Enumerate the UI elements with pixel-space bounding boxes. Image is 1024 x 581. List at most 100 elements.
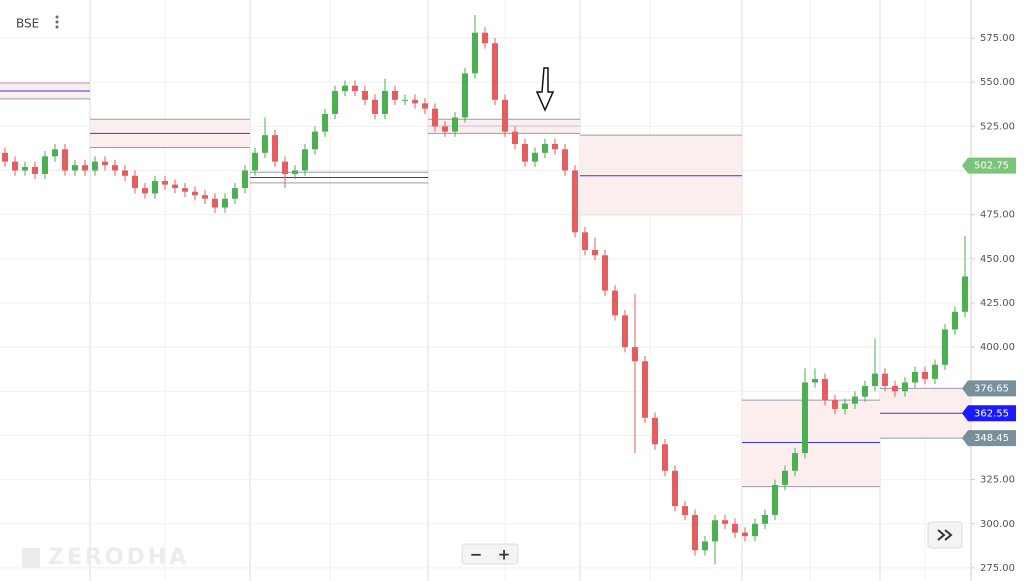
candle-body bbox=[552, 143, 558, 150]
price-tag bbox=[962, 430, 1016, 447]
price-tag-label: 376.65 bbox=[974, 383, 1009, 394]
menu-dots[interactable] bbox=[55, 15, 59, 29]
candle-body bbox=[512, 131, 518, 144]
price-tag-label: 362.55 bbox=[974, 408, 1009, 419]
candle-body bbox=[752, 523, 758, 537]
candle-body bbox=[922, 371, 928, 379]
candle-body bbox=[812, 378, 818, 383]
candle-body bbox=[622, 315, 628, 348]
candle-body bbox=[152, 181, 158, 194]
candle-body bbox=[862, 385, 868, 397]
candle-body bbox=[92, 161, 98, 171]
zones bbox=[0, 82, 970, 488]
candle-body bbox=[222, 198, 228, 208]
y-tick-label: 575.00 bbox=[980, 33, 1015, 44]
zoom-out-button[interactable]: − bbox=[470, 546, 483, 564]
candle-body bbox=[772, 484, 778, 515]
price-tag-label: 348.45 bbox=[974, 433, 1009, 444]
candle-body bbox=[382, 90, 388, 114]
candle-body bbox=[672, 470, 678, 507]
candle-body bbox=[582, 232, 588, 250]
candle-body bbox=[562, 149, 568, 171]
candle-body bbox=[502, 99, 508, 132]
candle-body bbox=[482, 32, 488, 44]
candle-body bbox=[422, 103, 428, 109]
candle-body bbox=[332, 90, 338, 114]
candle-body bbox=[282, 161, 288, 175]
candle-body bbox=[342, 85, 348, 91]
candle-body bbox=[12, 161, 18, 171]
candle-body bbox=[392, 90, 398, 100]
candle-body bbox=[52, 149, 58, 157]
candle-body bbox=[602, 255, 608, 291]
candle-body bbox=[42, 156, 48, 175]
candle-body bbox=[432, 108, 438, 127]
candle-body bbox=[642, 361, 648, 418]
horizontal-grid bbox=[0, 37, 970, 569]
candle-body bbox=[102, 161, 108, 166]
candle-body bbox=[272, 135, 278, 162]
scroll-to-latest-button[interactable] bbox=[927, 521, 963, 549]
candle-body bbox=[212, 198, 218, 208]
zone-band bbox=[580, 135, 742, 215]
candle-body bbox=[762, 514, 768, 524]
price-tag bbox=[962, 405, 1016, 422]
candle-body bbox=[532, 152, 538, 162]
candle-body bbox=[2, 152, 8, 162]
watermark: ZERODHA bbox=[48, 545, 189, 570]
price-tag bbox=[962, 380, 1016, 397]
candle-body bbox=[312, 131, 318, 150]
candle-body bbox=[162, 181, 168, 185]
candle-body bbox=[692, 514, 698, 551]
candle-body bbox=[612, 290, 618, 316]
candle-body bbox=[522, 143, 528, 162]
candle-body bbox=[712, 520, 718, 542]
candle-body bbox=[842, 403, 848, 409]
candle-body bbox=[22, 166, 28, 171]
candle-body bbox=[892, 385, 898, 392]
candle-body bbox=[82, 165, 88, 171]
candle-body bbox=[952, 311, 958, 330]
candle-body bbox=[942, 329, 948, 365]
candle-body bbox=[572, 170, 578, 233]
candle-body bbox=[882, 373, 888, 386]
candle-body bbox=[852, 396, 858, 404]
candle-body bbox=[932, 364, 938, 379]
zoom-in-button[interactable]: + bbox=[498, 546, 511, 564]
candle-body bbox=[362, 90, 368, 100]
candle-body bbox=[792, 453, 798, 471]
candle-body bbox=[112, 165, 118, 171]
candle-body bbox=[232, 188, 238, 199]
candle-body bbox=[962, 276, 968, 312]
y-tick-label: 275.00 bbox=[980, 563, 1015, 574]
candle-body bbox=[252, 152, 258, 171]
candle-body bbox=[262, 135, 268, 153]
candle-body bbox=[872, 373, 878, 386]
candle-body bbox=[242, 170, 248, 189]
candle-body bbox=[802, 382, 808, 454]
candle-body bbox=[132, 175, 138, 189]
y-axis: 575.00550.00525.00500.00475.00450.00425.… bbox=[971, 33, 1015, 574]
y-tick-label: 325.00 bbox=[980, 475, 1015, 486]
candle-body bbox=[702, 541, 708, 551]
candle-body bbox=[72, 165, 78, 171]
candle-body bbox=[452, 117, 458, 132]
candle-body bbox=[462, 73, 468, 118]
price-tags: 502.75 376.65 362.55 348.45 bbox=[962, 157, 1016, 447]
candle-body bbox=[662, 444, 668, 471]
candle-body bbox=[912, 371, 918, 383]
y-tick-label: 300.00 bbox=[980, 519, 1015, 530]
candle-body bbox=[62, 149, 68, 171]
candle-body bbox=[632, 347, 638, 362]
y-tick-label: 425.00 bbox=[980, 298, 1015, 309]
candle-body bbox=[172, 184, 178, 189]
candle-body bbox=[322, 113, 328, 132]
symbol: BSE bbox=[16, 17, 39, 31]
y-tick-label: 400.00 bbox=[980, 342, 1015, 353]
candle-body bbox=[592, 249, 598, 256]
candle-body bbox=[122, 170, 128, 176]
candle-body bbox=[492, 43, 498, 100]
candle-body bbox=[652, 417, 658, 445]
candle-body bbox=[142, 188, 148, 194]
